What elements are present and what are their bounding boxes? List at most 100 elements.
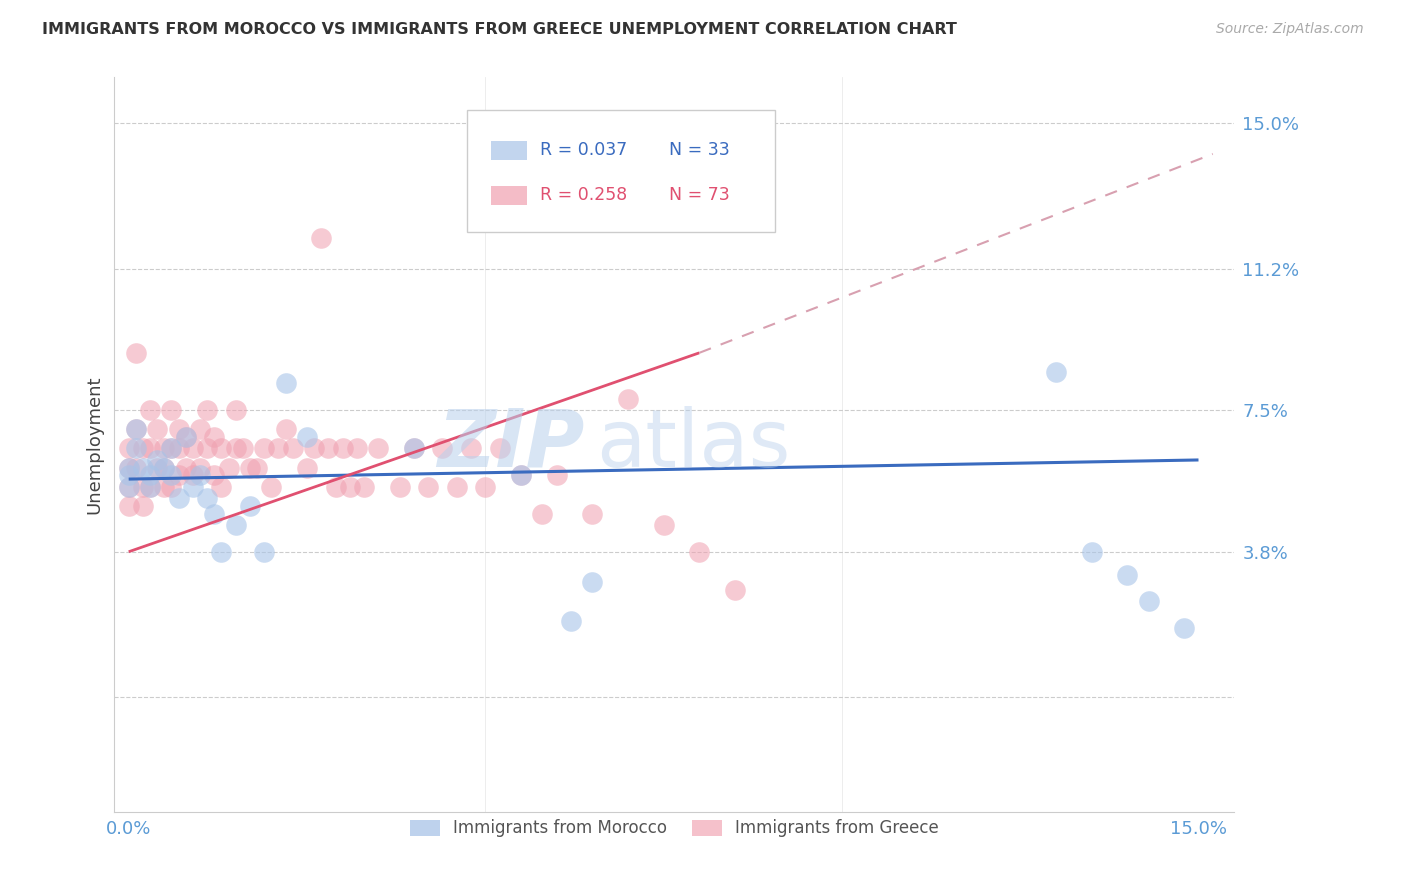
Text: ZIP: ZIP (437, 406, 585, 483)
Point (132, 460, 155, 475)
Point (153, 460, 176, 475)
Point (531, 507, 554, 521)
Point (202, 507, 225, 521)
Text: atlas: atlas (596, 406, 790, 483)
Point (146, 460, 169, 475)
Point (581, 507, 603, 521)
Point (195, 403, 218, 417)
Y-axis label: Unemployment: Unemployment (86, 376, 103, 514)
Point (195, 442, 218, 456)
Legend: Immigrants from Morocco, Immigrants from Greece: Immigrants from Morocco, Immigrants from… (404, 813, 946, 844)
Point (560, 614, 582, 628)
FancyBboxPatch shape (467, 111, 775, 232)
Point (402, 442, 425, 456)
Point (139, 442, 162, 456)
Point (325, 480, 347, 494)
Point (153, 480, 176, 494)
Point (225, 403, 247, 417)
Point (139, 403, 162, 417)
Point (188, 422, 211, 436)
Point (125, 422, 148, 436)
Point (309, 231, 332, 245)
Point (125, 346, 148, 360)
Point (295, 460, 318, 475)
Point (174, 460, 197, 475)
Point (218, 460, 240, 475)
Point (118, 442, 141, 456)
Point (125, 442, 148, 456)
Point (202, 468, 225, 483)
FancyBboxPatch shape (491, 141, 527, 161)
Point (302, 442, 325, 456)
Point (160, 468, 183, 483)
Point (132, 499, 155, 513)
Point (139, 480, 162, 494)
Point (1045, 365, 1067, 379)
Point (402, 442, 425, 456)
Point (274, 422, 297, 436)
Point (181, 480, 204, 494)
Point (181, 468, 204, 483)
Point (139, 468, 162, 483)
Point (267, 442, 290, 456)
Point (253, 442, 276, 456)
Point (295, 430, 318, 444)
Point (474, 480, 496, 494)
Point (160, 403, 183, 417)
Point (281, 442, 304, 456)
Point (132, 442, 155, 456)
Point (209, 480, 232, 494)
Point (225, 518, 247, 533)
Point (139, 480, 162, 494)
Point (167, 422, 190, 436)
Point (1116, 567, 1139, 582)
Point (209, 545, 232, 559)
Point (260, 480, 283, 494)
Point (202, 430, 225, 444)
Point (167, 468, 190, 483)
Point (617, 392, 640, 406)
Point (510, 468, 533, 483)
Point (274, 376, 297, 391)
Point (332, 442, 354, 456)
Point (160, 442, 183, 456)
Text: IMMIGRANTS FROM MOROCCO VS IMMIGRANTS FROM GREECE UNEMPLOYMENT CORRELATION CHART: IMMIGRANTS FROM MOROCCO VS IMMIGRANTS FR… (42, 22, 957, 37)
Point (118, 480, 141, 494)
Point (174, 430, 197, 444)
Point (167, 491, 190, 506)
Point (174, 430, 197, 444)
Point (125, 460, 148, 475)
Point (253, 545, 276, 559)
Point (225, 442, 247, 456)
Point (346, 442, 368, 456)
Point (188, 460, 211, 475)
Point (160, 442, 183, 456)
Point (181, 442, 204, 456)
Point (488, 442, 510, 456)
Point (209, 442, 232, 456)
Point (688, 545, 710, 559)
Point (118, 460, 141, 475)
Point (446, 480, 468, 494)
Point (232, 442, 254, 456)
Point (460, 442, 482, 456)
Text: R = 0.258: R = 0.258 (540, 186, 627, 203)
Point (418, 480, 440, 494)
Point (167, 442, 190, 456)
Point (195, 491, 218, 506)
Point (146, 453, 169, 467)
Point (546, 468, 568, 483)
Point (132, 480, 155, 494)
Point (188, 468, 211, 483)
Point (118, 499, 141, 513)
Text: N = 33: N = 33 (669, 141, 730, 159)
Text: N = 73: N = 73 (669, 186, 730, 203)
Point (1173, 621, 1195, 635)
Point (353, 480, 375, 494)
Point (153, 442, 176, 456)
Point (724, 582, 747, 597)
Point (153, 460, 176, 475)
FancyBboxPatch shape (491, 186, 527, 205)
Point (146, 422, 169, 436)
Text: R = 0.037: R = 0.037 (540, 141, 627, 159)
